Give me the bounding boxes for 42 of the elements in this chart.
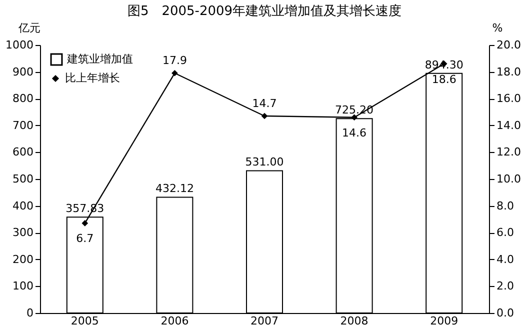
point xyxy=(172,70,178,76)
y-tick-label: 1000 xyxy=(6,38,34,52)
x-tick-label: 2008 xyxy=(340,314,368,328)
y2-tick-label: 20.0 xyxy=(496,38,521,52)
y2-tick-label: 0.0 xyxy=(496,306,514,320)
y2-axis-title: % xyxy=(492,22,503,34)
x-tick-label: 2005 xyxy=(70,314,99,328)
data-label: 18.6 xyxy=(432,72,456,86)
y-tick-label: 0 xyxy=(26,306,34,320)
x-tick-label: 2006 xyxy=(160,314,189,328)
data-label: 14.6 xyxy=(342,126,367,140)
y-tick-label: 100 xyxy=(12,280,34,293)
data-label: 531.00 xyxy=(245,156,284,169)
point xyxy=(82,220,88,226)
legend-label: 建筑业增加值 xyxy=(66,52,133,66)
y-tick-label: 700 xyxy=(12,118,34,132)
y-tick-label: 600 xyxy=(12,146,34,159)
y2-tick-label: 16.0 xyxy=(496,92,521,106)
point xyxy=(261,112,268,120)
data-label: 432.12 xyxy=(155,182,194,196)
data-label: 6.7 xyxy=(76,232,94,246)
y-tick-label: 300 xyxy=(12,226,34,240)
x-tick-label: 2007 xyxy=(250,314,278,328)
y-tick-label: 400 xyxy=(12,199,34,212)
y-tick-label: 800 xyxy=(12,92,34,106)
y-axis-title: 亿元 xyxy=(18,22,40,34)
x-tick-label: 2009 xyxy=(430,314,458,328)
y2-tick-label: 6.0 xyxy=(496,226,514,240)
y2-tick-label: 10.0 xyxy=(496,172,521,186)
y2-tick-label: 14.0 xyxy=(496,118,521,132)
chart-title: 图5 2005-2009年建筑业增加值及其增长速度 xyxy=(127,3,402,19)
y-tick-label: 900 xyxy=(12,65,34,78)
legend-label: 比上年增长 xyxy=(65,72,120,84)
data-label: 14.7 xyxy=(252,97,277,110)
y2-tick-label: 2.0 xyxy=(496,280,514,293)
data-label: 17.9 xyxy=(162,54,187,68)
y-tick-label: 500 xyxy=(12,172,34,186)
y2-tick-label: 12.0 xyxy=(496,146,521,159)
y2-tick-label: 18.0 xyxy=(496,65,521,78)
y-tick-label: 200 xyxy=(12,252,34,266)
y2-tick-label: 8.0 xyxy=(496,199,514,212)
y2-tick-label: 4.0 xyxy=(496,252,514,266)
